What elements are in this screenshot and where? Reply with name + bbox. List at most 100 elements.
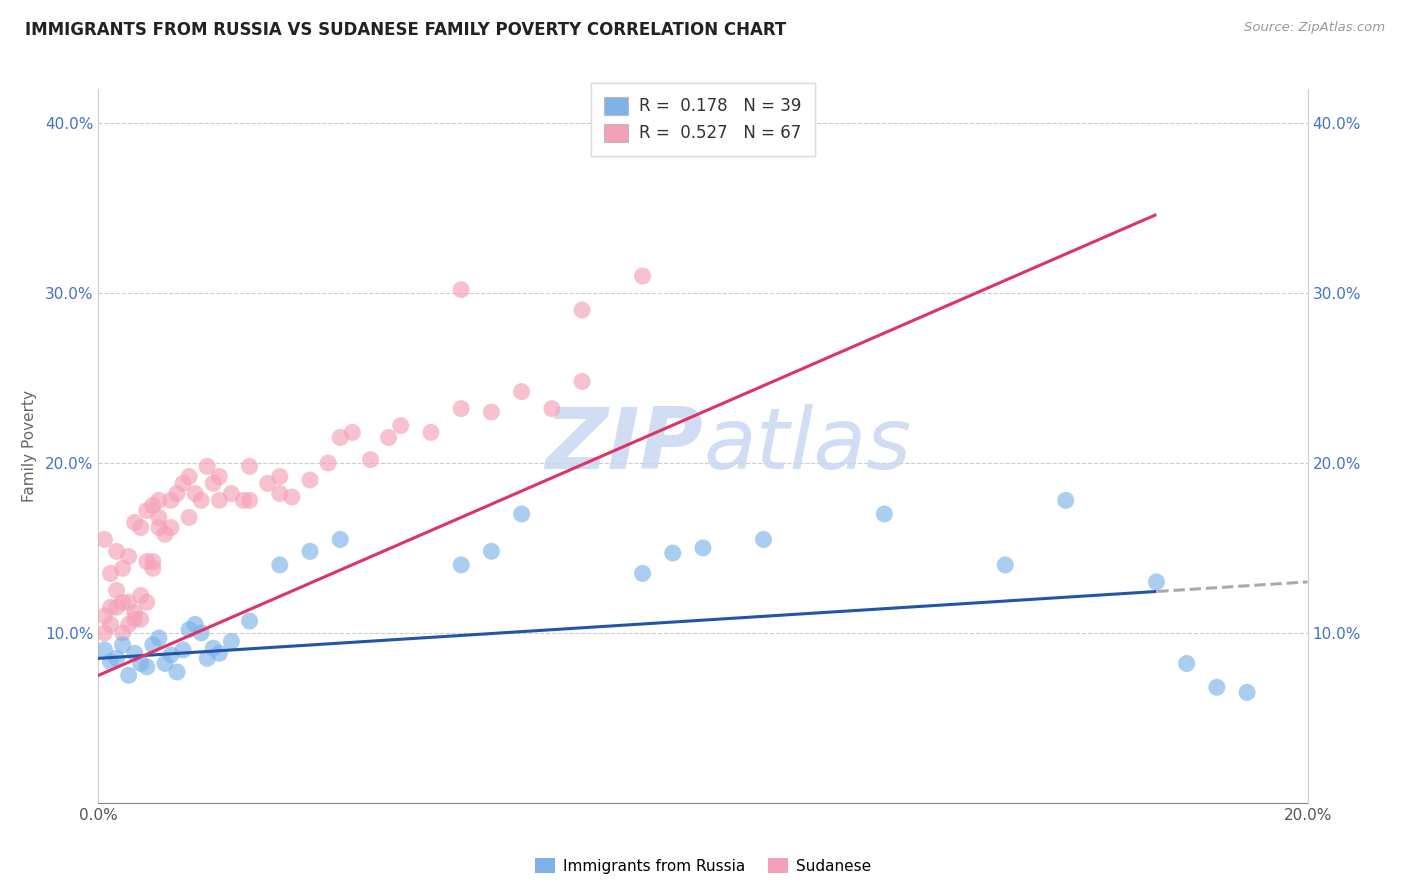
Point (111, 638, 134, 652)
Point (118, 668, 141, 682)
Point (873, 507, 896, 521)
Point (105, 544, 128, 558)
Point (100, 566, 122, 581)
Text: atlas: atlas (703, 404, 911, 488)
Point (208, 493, 231, 508)
Point (153, 527, 176, 541)
Point (111, 626, 134, 640)
Point (360, 452, 382, 467)
Legend: R =  0.178   N = 39, R =  0.527   N = 67: R = 0.178 N = 39, R = 0.527 N = 67 (591, 83, 815, 155)
Point (160, 493, 183, 508)
Point (1144, 574, 1167, 589)
Point (631, 566, 654, 581)
Point (752, 533, 775, 547)
Point (153, 657, 176, 671)
Legend: Immigrants from Russia, Sudanese: Immigrants from Russia, Sudanese (529, 852, 877, 880)
Point (124, 646, 146, 660)
Point (105, 651, 128, 665)
Text: Source: ZipAtlas.com: Source: ZipAtlas.com (1244, 21, 1385, 34)
Point (105, 583, 128, 598)
Y-axis label: Family Poverty: Family Poverty (21, 390, 37, 502)
Point (329, 533, 352, 547)
Point (118, 549, 141, 564)
Point (166, 486, 188, 500)
Point (994, 558, 1017, 572)
Point (129, 589, 152, 603)
Point (1236, 685, 1258, 699)
Point (281, 490, 304, 504)
Point (269, 558, 291, 572)
Point (239, 493, 262, 508)
Point (135, 555, 157, 569)
Point (118, 617, 141, 632)
Text: IMMIGRANTS FROM RUSSIA VS SUDANESE FAMILY POVERTY CORRELATION CHART: IMMIGRANTS FROM RUSSIA VS SUDANESE FAMIL… (25, 21, 786, 38)
Point (100, 600, 122, 615)
Point (184, 486, 207, 500)
Point (129, 612, 152, 626)
Point (571, 303, 593, 318)
Point (692, 541, 714, 555)
Point (142, 561, 165, 575)
Point (179, 623, 201, 637)
Point (631, 269, 654, 284)
Point (179, 469, 201, 483)
Point (142, 555, 165, 569)
Point (202, 476, 225, 491)
Point (202, 641, 225, 656)
Point (510, 384, 533, 399)
Point (135, 595, 157, 609)
Point (316, 456, 339, 470)
Point (179, 510, 201, 524)
Point (184, 617, 207, 632)
Point (166, 665, 188, 679)
Point (118, 595, 141, 609)
Point (481, 544, 503, 558)
Point (239, 614, 262, 628)
Point (100, 617, 122, 632)
Point (481, 405, 503, 419)
Point (129, 657, 152, 671)
Point (232, 493, 254, 508)
Text: ZIP: ZIP (546, 404, 703, 488)
Point (93, 626, 115, 640)
Point (93, 643, 115, 657)
Point (269, 469, 291, 483)
Point (93, 608, 115, 623)
Point (420, 425, 443, 440)
Point (148, 510, 170, 524)
Point (239, 459, 262, 474)
Point (256, 476, 278, 491)
Point (1175, 657, 1198, 671)
Point (129, 520, 152, 534)
Point (148, 520, 170, 534)
Point (342, 425, 364, 440)
Point (124, 612, 146, 626)
Point (111, 595, 134, 609)
Point (190, 626, 212, 640)
Point (329, 430, 352, 444)
Point (195, 459, 218, 474)
Point (135, 503, 157, 517)
Point (172, 643, 194, 657)
Point (299, 544, 322, 558)
Point (148, 631, 170, 645)
Point (100, 655, 122, 669)
Point (124, 606, 146, 620)
Point (190, 493, 212, 508)
Point (172, 476, 194, 491)
Point (1054, 493, 1077, 508)
Point (450, 558, 472, 572)
Point (221, 486, 243, 500)
Point (105, 600, 128, 615)
Point (389, 418, 412, 433)
Point (93, 533, 115, 547)
Point (571, 375, 593, 389)
Point (208, 646, 231, 660)
Point (111, 561, 134, 575)
Point (540, 401, 562, 416)
Point (160, 648, 183, 662)
Point (195, 651, 218, 665)
Point (221, 634, 243, 648)
Point (269, 486, 291, 500)
Point (124, 516, 146, 530)
